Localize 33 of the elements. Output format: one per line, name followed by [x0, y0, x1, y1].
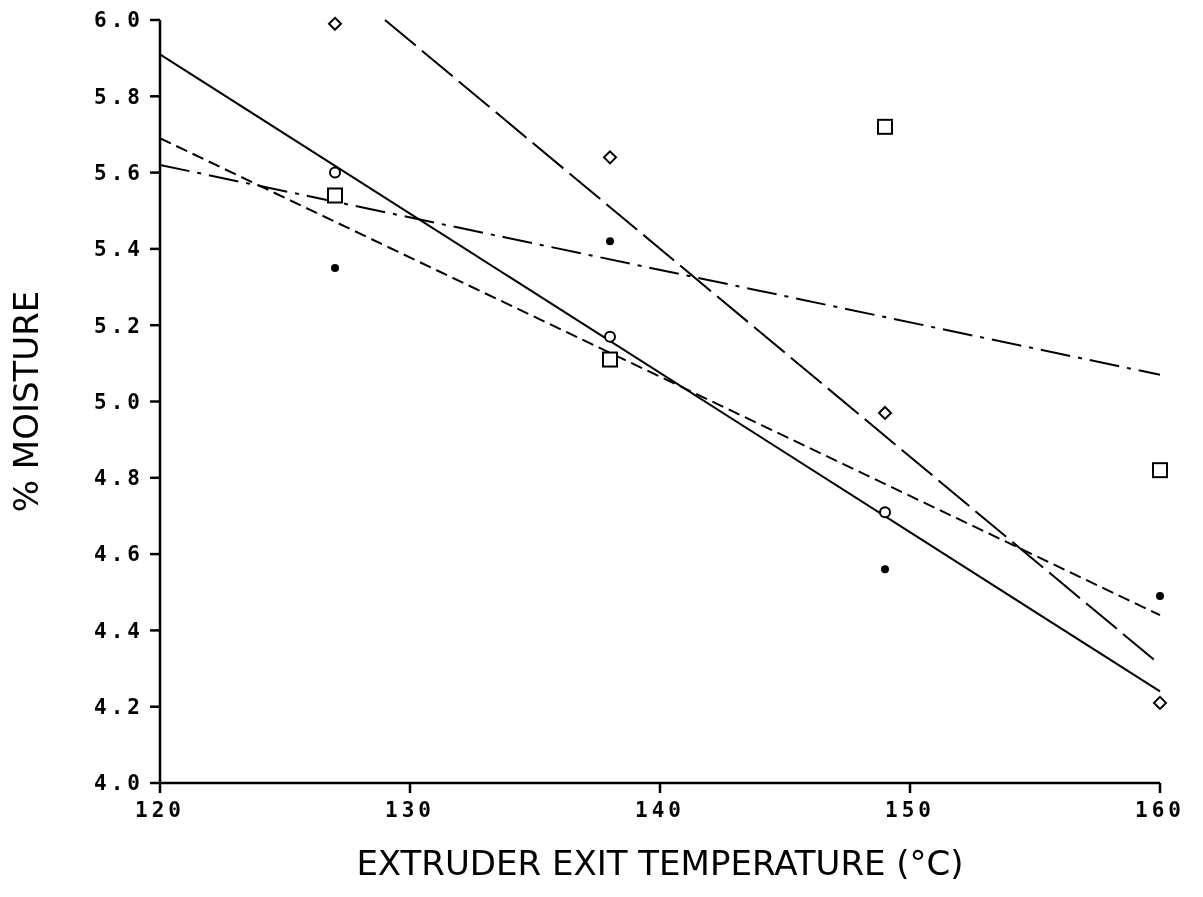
y-tick-label: 5.0	[94, 389, 144, 414]
x-tick-label: 160	[1135, 798, 1185, 822]
y-tick-label: 6.0	[94, 8, 144, 33]
point	[331, 263, 339, 272]
point	[603, 150, 617, 165]
y-tick-label: 4.4	[94, 618, 144, 643]
point	[878, 405, 892, 420]
y-axis-title: % MOISTURE	[6, 290, 46, 513]
y-tick-label: 5.8	[94, 84, 144, 109]
point	[877, 118, 893, 135]
y-tick-label: 4.0	[94, 771, 144, 796]
point	[881, 565, 889, 574]
y-tick-label: 4.2	[94, 695, 144, 720]
x-axis-title: EXTRUDER EXIT TEMPERATURE (°C)	[356, 843, 964, 883]
x-tick-label: 130	[385, 798, 435, 822]
y-tick-label: 5.2	[94, 313, 144, 338]
y-tick-label: 4.8	[94, 466, 144, 491]
x-tick-label: 120	[135, 798, 185, 822]
point	[606, 237, 614, 246]
point	[1153, 695, 1167, 710]
y-tick-label: 4.6	[94, 542, 144, 567]
x-tick-label: 140	[635, 798, 685, 822]
point	[1156, 592, 1164, 601]
point	[604, 330, 616, 343]
y-tick-label: 5.6	[94, 160, 144, 185]
point	[1152, 462, 1168, 479]
point	[879, 506, 891, 519]
x-tick-label: 150	[885, 798, 935, 822]
y-tick-label: 5.4	[94, 237, 144, 262]
point	[329, 166, 341, 179]
point	[328, 16, 342, 31]
point	[327, 187, 343, 204]
point	[602, 351, 618, 368]
